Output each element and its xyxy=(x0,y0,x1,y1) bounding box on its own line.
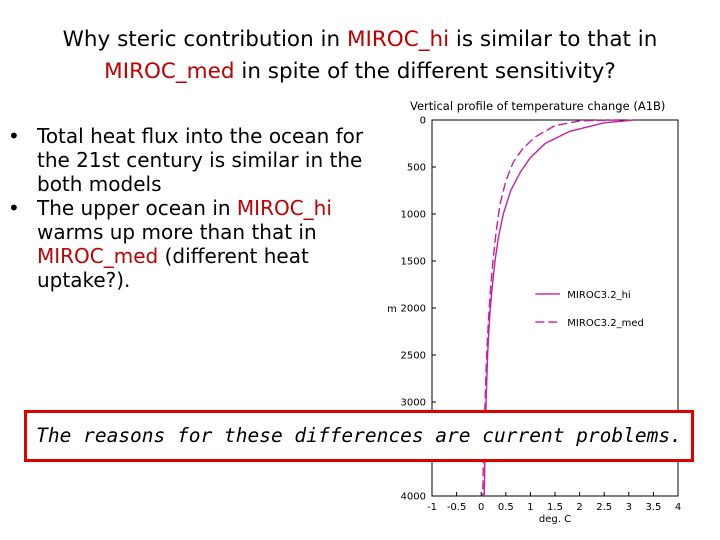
title-text: Why steric contribution in xyxy=(62,27,347,52)
title-text: in spite of the different sensitivity? xyxy=(234,59,616,84)
x-tick-label: -1 xyxy=(427,502,437,513)
legend-label: MIROC3.2_hi xyxy=(567,290,630,301)
y-tick-label: 2000 xyxy=(401,304,426,315)
chart-title: Vertical profile of temperature change (… xyxy=(410,99,665,113)
bullet-text: Total heat flux into the ocean for the 2… xyxy=(37,124,364,196)
temperature-profile-chart: Vertical profile of temperature change (… xyxy=(384,96,714,528)
y-axis-label: m xyxy=(387,304,397,315)
y-tick-label: 1000 xyxy=(401,210,426,221)
model-name-med: MIROC_med xyxy=(37,244,159,268)
bullet-text: warms up more than that in xyxy=(37,220,317,244)
model-name-hi: MIROC_hi xyxy=(346,27,450,52)
x-tick-label: 3.5 xyxy=(645,502,661,513)
bullet-item: • Total heat flux into the ocean for the … xyxy=(8,124,376,196)
title-text: is similar to that in xyxy=(449,27,658,52)
x-tick-label: -0.5 xyxy=(447,502,467,513)
x-tick-label: 0 xyxy=(478,502,484,513)
y-tick-label: 1500 xyxy=(401,257,426,268)
slide-title: Why steric contribution in MIROC_hi is s… xyxy=(10,24,710,88)
bullet-marker: • xyxy=(8,124,20,148)
bullet-marker: • xyxy=(8,196,20,220)
x-axis-label: deg. C xyxy=(539,514,571,525)
title-line-1: Why steric contribution in MIROC_hi is s… xyxy=(10,24,710,56)
model-name-hi: MIROC_hi xyxy=(236,196,332,220)
x-tick-label: 0.5 xyxy=(498,502,514,513)
x-tick-label: 2 xyxy=(576,502,582,513)
bullet-list: • Total heat flux into the ocean for the … xyxy=(8,124,376,292)
y-tick-label: 2500 xyxy=(401,351,426,362)
x-tick-label: 1 xyxy=(527,502,533,513)
problem-note: The reasons for these differences are cu… xyxy=(24,410,694,462)
bullet-text: (different heat uptake?). xyxy=(37,244,309,292)
x-tick-label: 3 xyxy=(626,502,632,513)
bullet-text: The upper ocean in xyxy=(37,196,237,220)
y-tick-label: 500 xyxy=(407,163,426,174)
chart-svg: Vertical profile of temperature change (… xyxy=(387,99,681,525)
bullet-item: • The upper ocean in MIROC_hi warms up mo… xyxy=(8,196,376,292)
y-tick-label: 3000 xyxy=(401,398,426,409)
title-line-2: MIROC_med in spite of the different sens… xyxy=(10,56,710,88)
series-line xyxy=(483,119,634,497)
x-tick-label: 4 xyxy=(675,502,681,513)
model-name-med: MIROC_med xyxy=(104,59,235,84)
x-tick-label: 2.5 xyxy=(596,502,612,513)
series-line xyxy=(482,119,620,497)
y-tick-label: 0 xyxy=(420,116,426,127)
y-tick-label: 4000 xyxy=(401,492,426,503)
legend-label: MIROC3.2_med xyxy=(567,318,644,329)
x-tick-label: 1.5 xyxy=(547,502,563,513)
